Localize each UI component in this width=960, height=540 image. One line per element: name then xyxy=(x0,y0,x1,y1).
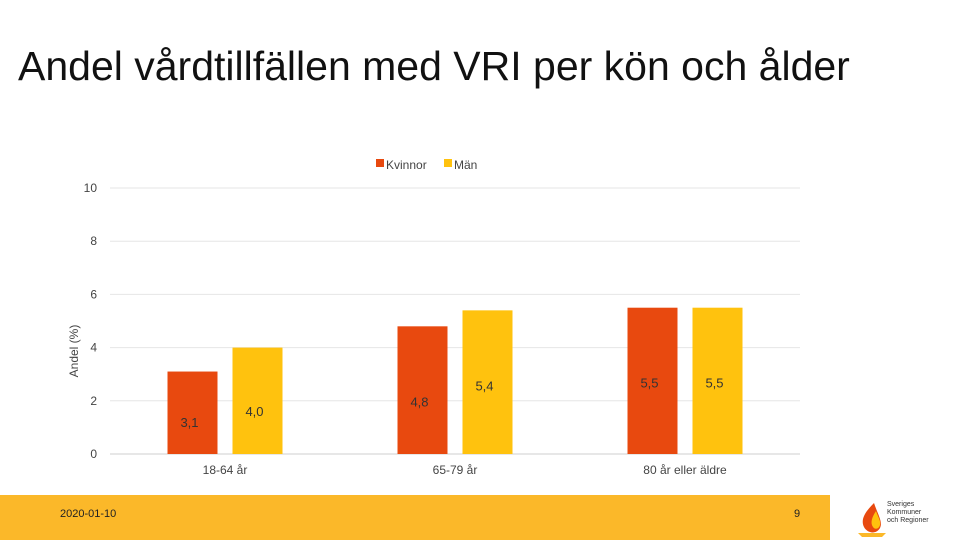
footer-bar xyxy=(0,495,830,540)
bar xyxy=(397,326,448,454)
logo-flame-icon xyxy=(858,503,886,537)
legend-label: Män xyxy=(454,158,477,172)
logo-line: Sveriges xyxy=(887,501,915,508)
x-tick-label: 18-64 år xyxy=(203,463,248,477)
y-tick-label: 2 xyxy=(90,394,97,408)
logo-line: Kommuner xyxy=(887,509,922,516)
bar xyxy=(627,307,678,454)
y-tick-label: 10 xyxy=(84,181,98,195)
legend-swatch xyxy=(444,159,452,167)
bar xyxy=(232,347,283,454)
data-label: 5,5 xyxy=(640,376,658,391)
y-axis-label: Andel (%) xyxy=(67,325,81,378)
bar xyxy=(167,371,218,454)
data-label: 5,4 xyxy=(475,378,493,393)
data-label: 5,5 xyxy=(705,376,723,391)
footer-date: 2020-01-10 xyxy=(60,508,117,520)
bar xyxy=(692,307,743,454)
x-tick-label: 80 år eller äldre xyxy=(643,463,727,477)
bar xyxy=(462,310,513,454)
legend-swatch xyxy=(376,159,384,167)
y-tick-label: 6 xyxy=(90,287,97,301)
data-label: 3,1 xyxy=(180,415,198,430)
data-label: 4,0 xyxy=(245,404,263,419)
logo-line: och Regioner xyxy=(887,517,929,524)
data-label: 4,8 xyxy=(410,394,428,409)
page-number: 9 xyxy=(794,508,801,520)
legend-label: Kvinnor xyxy=(386,158,427,172)
y-tick-label: 8 xyxy=(90,234,97,248)
bar-chart: 0 2 4 6 8 10 Andel (%) 3,1 4,0 18-64 år 4,8 5,4 65-7… xyxy=(67,158,800,477)
logo-text: Sveriges Kommuner och Regioner xyxy=(887,501,929,525)
y-tick-label: 0 xyxy=(90,447,97,461)
page-title: Andel vårdtillfällen med VRI per kön och… xyxy=(18,43,850,89)
y-tick-label: 4 xyxy=(90,341,97,355)
x-tick-label: 65-79 år xyxy=(433,463,478,477)
